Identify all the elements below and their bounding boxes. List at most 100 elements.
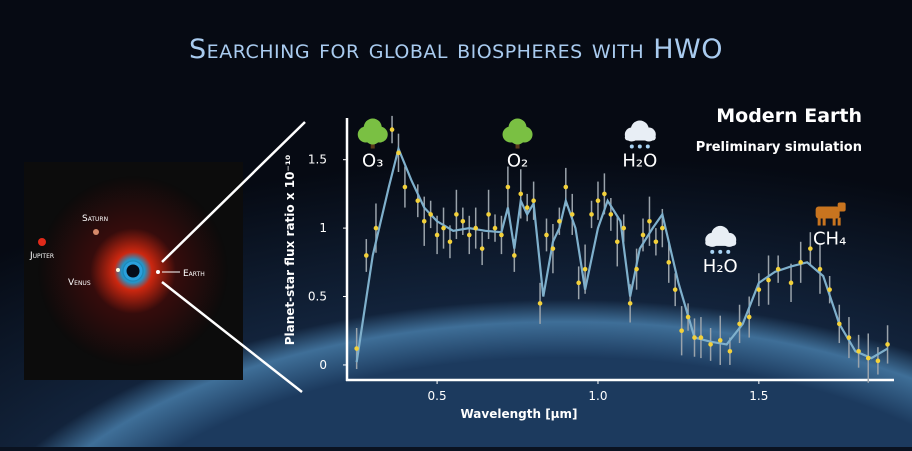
tree-leaf (509, 128, 526, 145)
icon-tree (502, 118, 533, 149)
inset-label: Jupiter (29, 251, 54, 261)
data-point (708, 342, 713, 347)
data-point (856, 348, 861, 354)
data-point (737, 321, 742, 327)
cow-body (815, 206, 840, 219)
x-tick-label: 1.0 (588, 389, 607, 403)
icon-tree (357, 118, 388, 149)
data-point (512, 253, 517, 258)
data-point (479, 246, 485, 251)
data-point (460, 218, 466, 224)
zoom-line (161, 121, 306, 263)
data-point (827, 287, 832, 292)
y-axis-label: Planet-star flux ratio x 10⁻¹⁰ (283, 155, 297, 346)
data-point (557, 218, 562, 224)
molecule-label: O₂ (507, 151, 528, 172)
model-spectrum (355, 145, 889, 363)
data-point (550, 246, 556, 251)
note: Preliminary simulation (696, 140, 862, 155)
data-point (531, 198, 536, 204)
data-point (653, 239, 659, 245)
rain-drop (726, 249, 731, 254)
data-point (717, 338, 723, 343)
data-point (396, 150, 401, 156)
data-point (441, 225, 446, 231)
cow-leg (817, 217, 821, 226)
data-point (524, 205, 530, 210)
data-point (582, 266, 588, 272)
cloud-base (705, 239, 737, 246)
data-point (389, 127, 395, 132)
data-point (518, 191, 524, 197)
data-point (627, 301, 633, 306)
data-point (595, 198, 601, 204)
data-point (621, 225, 627, 231)
data-point (692, 335, 697, 340)
data-point (373, 225, 379, 231)
cow-leg (832, 217, 836, 226)
data-point (608, 212, 614, 217)
data-point (544, 232, 549, 238)
data-point (602, 191, 607, 197)
star-mask (123, 261, 143, 281)
data-point (865, 355, 871, 361)
data-point (666, 260, 672, 265)
data-point (817, 266, 823, 272)
data-point (614, 239, 620, 245)
inset-label: Saturn (82, 214, 108, 224)
molecule-label: H₂O (703, 256, 738, 277)
data-point (798, 260, 803, 265)
data-point (428, 212, 433, 217)
molecule-label: CH₄ (813, 229, 846, 250)
data-point (766, 277, 771, 283)
data-point (647, 218, 652, 224)
data-point (576, 280, 581, 286)
molecule-label: O₃ (362, 151, 383, 172)
slide-title: Searching for global biospheres with HWO (189, 34, 723, 65)
rain-drop (645, 144, 650, 149)
data-point (589, 212, 594, 217)
x-tick-label: 0.5 (428, 389, 447, 403)
cow-leg (837, 217, 841, 226)
data-point (679, 328, 684, 334)
saturn-dot (93, 229, 99, 235)
data-point (634, 266, 639, 272)
molecule-label: H₂O (622, 151, 657, 172)
y-tick-label: 0 (319, 358, 327, 372)
data-point (846, 335, 852, 340)
cow-head (837, 202, 846, 212)
jupiter-dot (38, 238, 46, 246)
data-point (837, 321, 842, 327)
data-point (756, 287, 762, 292)
data-point (660, 225, 665, 231)
cloud-base (624, 134, 656, 141)
rain-drop (637, 144, 642, 149)
rain-drop (718, 249, 723, 254)
data-point (808, 246, 813, 251)
data-point (486, 212, 491, 217)
data-point (727, 348, 733, 354)
rain-drop (629, 144, 634, 149)
data-point (672, 287, 678, 292)
data-point (685, 314, 691, 320)
inset-label: Venus (68, 278, 91, 288)
data-point (569, 212, 575, 217)
zoom-line (161, 281, 303, 393)
data-point (640, 232, 646, 238)
data-point (537, 301, 543, 306)
data-point (563, 184, 569, 190)
data-point (421, 218, 427, 224)
data-point (434, 232, 440, 238)
data-point (447, 239, 453, 245)
icon-cloud (705, 225, 737, 254)
data-point (415, 198, 421, 204)
x-axis-label: Wavelength [µm] (460, 407, 577, 421)
x-tick-label: 1.5 (749, 389, 768, 403)
data-point (746, 314, 752, 320)
data-point (698, 335, 704, 340)
icon-cow (815, 202, 846, 226)
icon-cloud (624, 120, 656, 149)
inset-image: Jupiter Saturn Venus Earth (24, 162, 243, 380)
